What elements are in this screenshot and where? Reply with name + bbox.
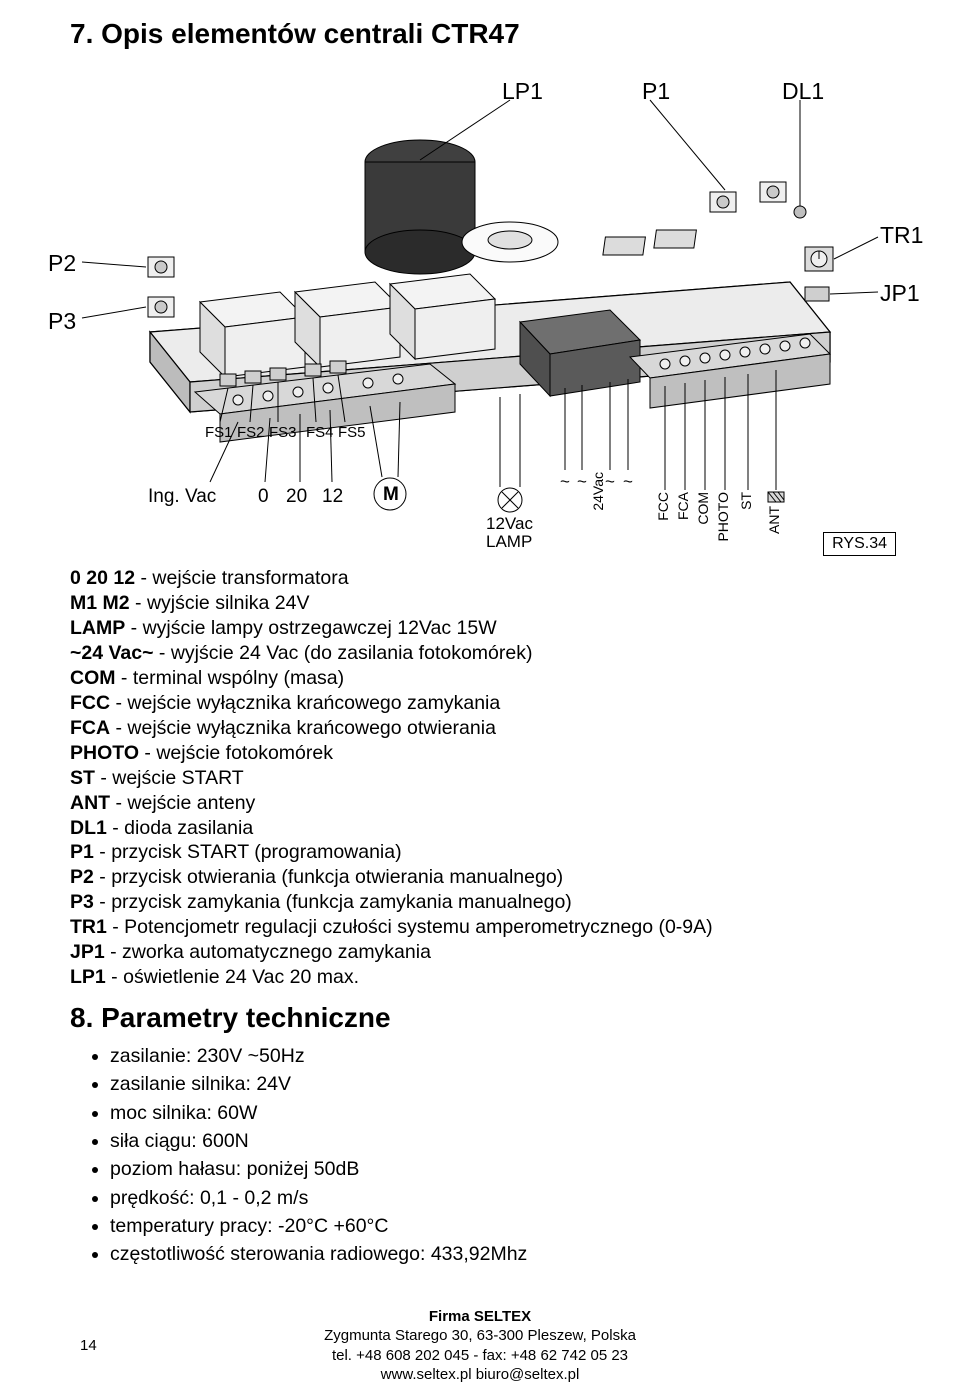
label-12: 12 [322, 486, 343, 508]
label-fs2: FS2 [237, 424, 265, 441]
param-item: temperatury pracy: -20°C +60°C [110, 1212, 890, 1240]
label-com: COM [695, 492, 711, 525]
footer-addr: Zygmunta Starego 30, 63-300 Pleszew, Pol… [0, 1326, 960, 1345]
section7-description: 0 20 12 - wejście transformatoraM1 M2 - … [70, 560, 890, 990]
label-20: 20 [286, 486, 307, 508]
desc-line: JP1 - zworka automatycznego zamykania [70, 940, 890, 965]
param-item: siła ciągu: 600N [110, 1127, 890, 1155]
label-st: ST [738, 492, 754, 510]
desc-line: LP1 - oświetlenie 24 Vac 20 max. [70, 965, 890, 990]
label-lp1: LP1 [502, 78, 543, 105]
desc-line: P1 - przycisk START (programowania) [70, 840, 890, 865]
label-ant: ANT [766, 506, 782, 534]
diagram-svg [70, 62, 890, 552]
label-0: 0 [258, 486, 269, 508]
desc-line: P3 - przycisk zamykania (funkcja zamykan… [70, 890, 890, 915]
label-fs3: FS3 [269, 424, 297, 441]
label-t3: ~ [605, 472, 615, 492]
desc-line: FCA - wejście wyłącznika krańcowego otwi… [70, 716, 890, 741]
desc-line: COM - terminal wspólny (masa) [70, 666, 890, 691]
label-p3: P3 [48, 308, 76, 335]
footer-firm: Firma SELTEX [0, 1307, 960, 1326]
label-12vac: 12Vac [486, 514, 533, 534]
desc-line: P2 - przycisk otwierania (funkcja otwier… [70, 865, 890, 890]
label-ingvac: Ing. Vac [148, 486, 216, 508]
param-item: zasilanie: 230V ~50Hz [110, 1042, 890, 1070]
label-fs5: FS5 [338, 424, 366, 441]
label-p1: P1 [642, 78, 670, 105]
label-p2: P2 [48, 250, 76, 277]
figure-number: RYS.34 [823, 532, 896, 556]
label-tr1: TR1 [880, 222, 923, 249]
desc-line: ANT - wejście anteny [70, 791, 890, 816]
label-t1: ~ [560, 472, 570, 492]
section7-title: 7. Opis elementów centrali CTR47 [70, 0, 890, 62]
param-item: poziom hałasu: poniżej 50dB [110, 1155, 890, 1183]
desc-line: 0 20 12 - wejście transformatora [70, 566, 890, 591]
param-item: zasilanie silnika: 24V [110, 1070, 890, 1098]
footer-tel: tel. +48 608 202 045 - fax: +48 62 742 0… [0, 1346, 960, 1365]
label-24vac: 24Vac [590, 472, 606, 511]
params-list: zasilanie: 230V ~50Hzzasilanie silnika: … [70, 1042, 890, 1268]
desc-line: LAMP - wyjście lampy ostrzegawczej 12Vac… [70, 616, 890, 641]
footer: Firma SELTEX Zygmunta Starego 30, 63-300… [0, 1307, 960, 1384]
label-fs1: FS1 [205, 424, 233, 441]
desc-line: TR1 - Potencjometr regulacji czułości sy… [70, 915, 890, 940]
param-item: częstotliwość sterowania radiowego: 433,… [110, 1240, 890, 1268]
section8-title: 8. Parametry techniczne [70, 990, 890, 1042]
label-fcc: FCC [655, 492, 671, 521]
label-m: M [383, 484, 399, 506]
label-lamp: LAMP [486, 532, 532, 552]
footer-web: www.seltex.pl biuro@seltex.pl [0, 1365, 960, 1384]
desc-line: ST - wejście START [70, 766, 890, 791]
desc-line: M1 M2 - wyjście silnika 24V [70, 591, 890, 616]
label-photo: PHOTO [715, 492, 731, 542]
desc-line: DL1 - dioda zasilania [70, 816, 890, 841]
desc-line: ~24 Vac~ - wyjście 24 Vac (do zasilania … [70, 641, 890, 666]
label-dl1: DL1 [782, 78, 824, 105]
desc-line: PHOTO - wejście fotokomórek [70, 741, 890, 766]
desc-line: FCC - wejście wyłącznika krańcowego zamy… [70, 691, 890, 716]
label-t4: ~ [623, 472, 633, 492]
label-t2: ~ [577, 472, 587, 492]
pcb-diagram: LP1 P1 DL1 P2 P3 TR1 JP1 FS1 FS2 FS3 FS4… [70, 62, 890, 552]
param-item: moc silnika: 60W [110, 1099, 890, 1127]
label-jp1: JP1 [880, 280, 920, 307]
param-item: prędkość: 0,1 - 0,2 m/s [110, 1184, 890, 1212]
label-fs4: FS4 [306, 424, 334, 441]
label-fca: FCA [675, 492, 691, 520]
